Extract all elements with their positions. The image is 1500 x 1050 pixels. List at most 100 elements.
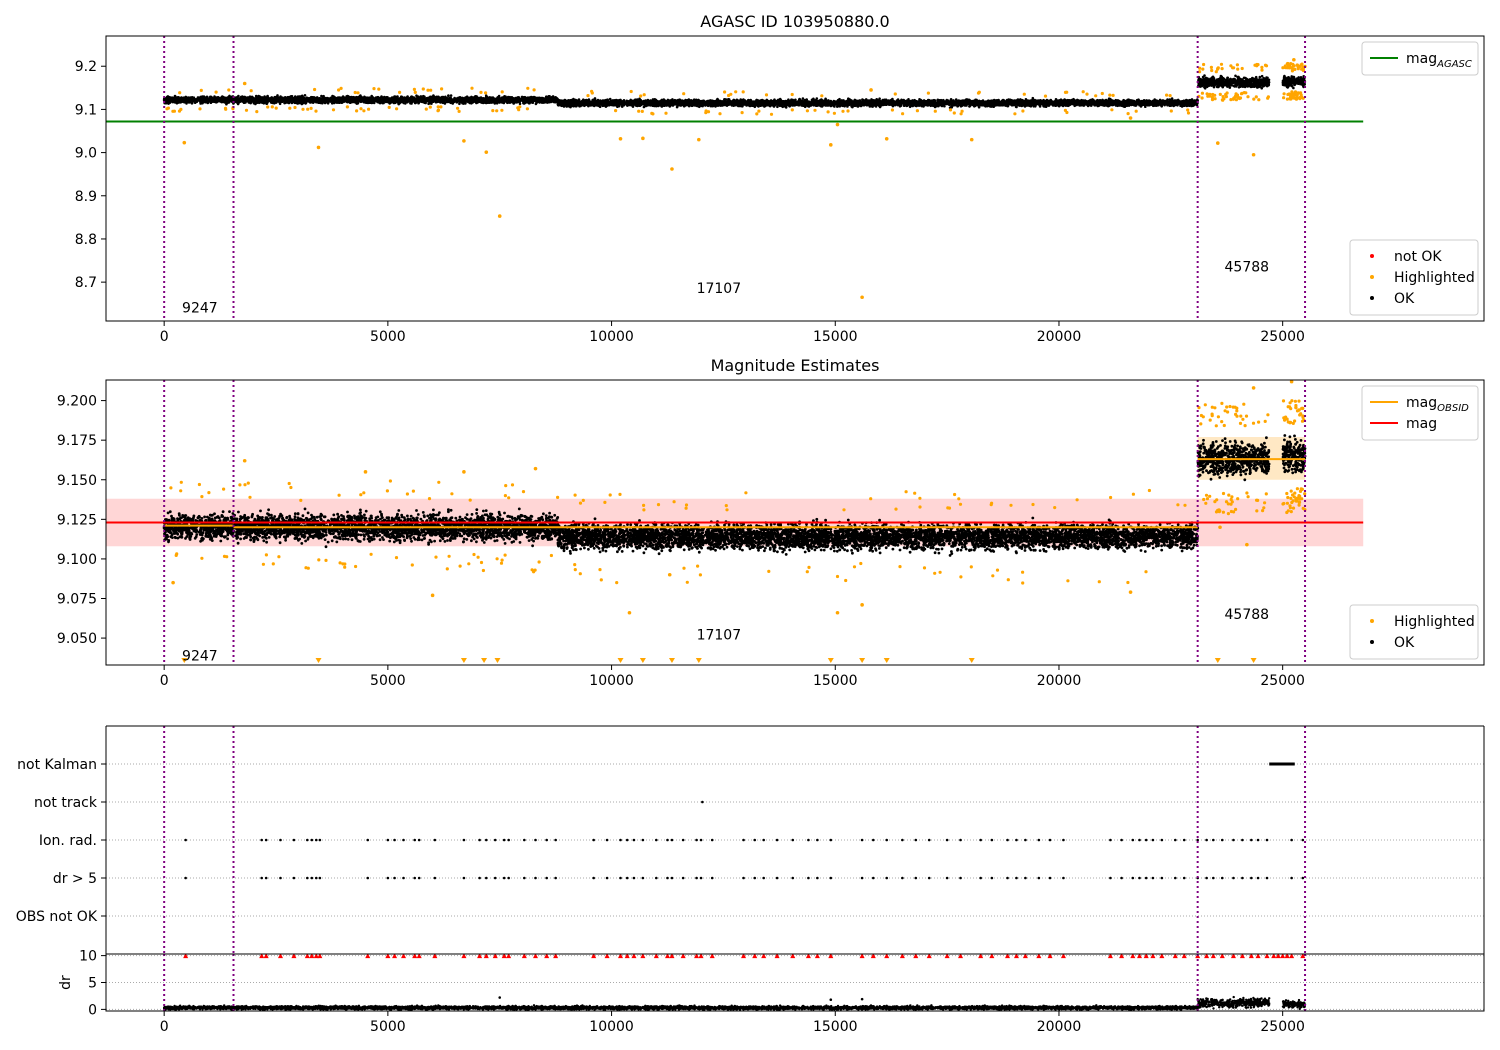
data-point — [273, 96, 277, 99]
data-point — [359, 98, 363, 102]
data-point — [265, 101, 268, 105]
data-point — [201, 97, 204, 100]
data-point — [524, 100, 527, 104]
data-point — [539, 98, 542, 102]
data-point — [467, 96, 471, 100]
data-point — [470, 96, 473, 100]
data-point — [303, 94, 307, 97]
data-point — [400, 100, 403, 104]
data-point — [435, 98, 438, 102]
data-point — [162, 98, 166, 102]
data-point — [234, 96, 238, 100]
data-point — [266, 98, 270, 102]
data-point — [493, 100, 496, 104]
data-point — [487, 99, 491, 103]
data-point — [279, 95, 282, 98]
data-point — [286, 95, 290, 99]
data-point — [215, 101, 218, 104]
data-point — [270, 96, 274, 100]
data-point — [390, 98, 393, 101]
data-point — [357, 96, 360, 100]
data-point — [182, 97, 186, 100]
data-point — [494, 97, 497, 101]
data-point — [379, 99, 383, 102]
data-point — [217, 99, 221, 103]
data-point — [447, 97, 451, 101]
data-point — [366, 98, 370, 102]
data-point — [296, 102, 299, 105]
data-point — [388, 101, 392, 105]
data-point — [406, 95, 409, 98]
data-point — [520, 98, 524, 101]
data-point — [449, 94, 453, 97]
data-point — [419, 97, 422, 101]
data-point — [334, 100, 337, 104]
data-point — [354, 97, 357, 100]
data-point — [216, 96, 220, 100]
data-point — [250, 100, 254, 103]
data-point — [380, 95, 383, 98]
data-point — [185, 98, 189, 101]
data-point — [490, 97, 493, 101]
data-point — [254, 98, 258, 102]
data-point — [535, 100, 539, 104]
data-point — [304, 98, 307, 102]
data-point — [240, 98, 243, 102]
data-point — [458, 102, 461, 106]
data-point — [197, 98, 201, 101]
data-point — [311, 101, 315, 104]
data-point — [210, 99, 213, 103]
data-point — [244, 98, 247, 101]
data-point — [513, 97, 517, 101]
data-point — [171, 100, 175, 104]
data-point — [478, 98, 482, 101]
data-point — [427, 99, 430, 103]
data-point — [333, 98, 337, 101]
data-point — [275, 99, 278, 103]
data-point — [322, 95, 325, 99]
data-point — [326, 97, 329, 100]
data-point — [502, 96, 506, 99]
data-point — [400, 98, 404, 101]
data-point — [206, 98, 209, 102]
data-point — [255, 101, 259, 104]
data-point — [336, 97, 339, 100]
data-point — [522, 96, 526, 99]
data-point — [272, 99, 276, 103]
data-point — [293, 101, 297, 105]
data-point — [427, 97, 431, 100]
data-point — [329, 97, 333, 101]
data-point — [463, 100, 466, 104]
data-point — [174, 95, 177, 98]
data-point — [506, 99, 509, 103]
data-point — [364, 98, 367, 102]
data-point — [411, 96, 415, 100]
data-point — [377, 97, 381, 100]
data-point — [341, 97, 345, 100]
data-point — [284, 98, 287, 101]
data-point — [423, 95, 426, 98]
data-point — [377, 101, 381, 104]
data-point — [351, 97, 355, 101]
data-point — [259, 96, 262, 99]
data-point — [382, 101, 385, 105]
data-point — [443, 98, 447, 101]
data-point — [228, 94, 231, 98]
data-point — [510, 96, 514, 99]
data-point — [257, 98, 261, 102]
data-point — [329, 100, 332, 103]
data-point — [384, 97, 388, 101]
data-point — [473, 97, 476, 101]
data-point — [300, 98, 303, 101]
data-point — [440, 97, 444, 101]
data-point — [322, 99, 326, 103]
data-point — [262, 98, 265, 102]
data-point — [294, 97, 298, 101]
data-point — [447, 94, 450, 97]
data-point — [543, 98, 547, 102]
data-point — [463, 97, 467, 101]
data-point — [553, 98, 556, 102]
data-point — [309, 99, 313, 102]
data-point — [438, 100, 442, 103]
